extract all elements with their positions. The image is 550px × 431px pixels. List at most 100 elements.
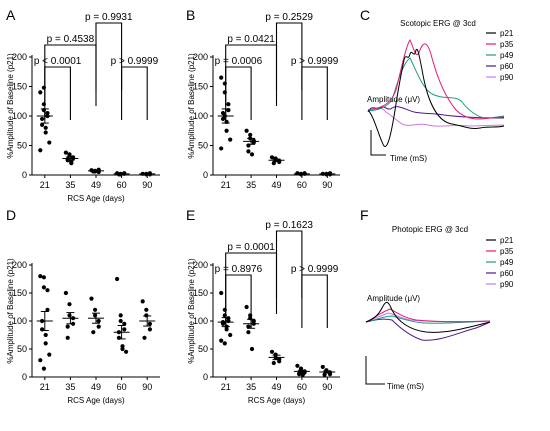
data-point: [140, 299, 145, 304]
legend-label: p21: [500, 236, 514, 245]
y-tick-label: 200: [193, 260, 208, 270]
p-value-label: p < 0.0001: [34, 56, 82, 67]
series-group: [62, 290, 79, 340]
erg-scale-bar: [365, 356, 385, 385]
scatter-plots: 0 50 100 150 200 21 35 49 60 90 RCS Age (days) %Amp…: [6, 12, 340, 405]
x-tick-label: 49: [271, 180, 281, 190]
y-tick-label: 0: [22, 170, 27, 180]
data-point: [320, 364, 325, 370]
data-point: [228, 332, 233, 338]
data-point: [41, 275, 47, 280]
x-tick-label: 35: [246, 382, 256, 392]
legend-scotopic: p21 p35 p49 p60 p90: [486, 29, 514, 82]
erg-xlabel: Time (mS): [387, 382, 424, 391]
bracket-line: [225, 66, 252, 120]
series-group: [36, 274, 53, 371]
data-point: [118, 313, 123, 318]
significance-bracket: p > 0.9999: [291, 264, 339, 328]
data-point: [222, 81, 227, 86]
data-point: [47, 352, 52, 357]
erg-trace-p49: [365, 315, 491, 324]
series-group: [139, 299, 156, 340]
data-point: [224, 128, 229, 133]
data-point: [226, 102, 231, 107]
scatter-chart-a: 0 50 100 150 200 21 35 49 60 90 RCS Age (days) %Amp…: [6, 12, 160, 203]
data-point: [65, 324, 70, 329]
data-point: [93, 313, 98, 318]
data-point: [41, 366, 47, 371]
bracket-line: [301, 66, 328, 120]
x-tick-label: 35: [65, 382, 75, 392]
data-point: [219, 338, 224, 343]
significance-bracket: p > 0.9999: [291, 56, 339, 120]
data-point: [41, 102, 47, 107]
erg-trace-p49: [367, 57, 505, 119]
erg-panel-scotopic: Scotopic ERG @ 3cd Amplitude (μV) Time (…: [367, 19, 514, 163]
legend-label: p49: [500, 258, 514, 267]
significance-bracket: p = 0.8976: [215, 264, 263, 328]
erg-ylabel: Amplitude (μV): [367, 294, 420, 303]
data-point: [300, 372, 305, 377]
data-point: [271, 360, 276, 366]
x-tick-label: 60: [117, 180, 127, 190]
data-point: [220, 321, 226, 326]
significance-bracket: p < 0.0001: [34, 56, 82, 120]
data-point: [43, 125, 48, 130]
data-point: [249, 346, 255, 352]
p-value-label: p = 0.4538: [47, 34, 95, 45]
y-axis-label: %Amplitude of Baseline (p21): [187, 53, 196, 159]
x-axis-label: RCS Age (days): [67, 194, 125, 203]
data-point: [228, 137, 233, 142]
y-tick-label: 50: [198, 344, 208, 354]
y-tick-label: 100: [12, 316, 27, 326]
data-point: [249, 152, 255, 157]
erg-title: Scotopic ERG @ 3cd: [400, 19, 476, 28]
data-point: [246, 330, 251, 335]
data-point: [40, 122, 45, 127]
y-axis-label: %Amplitude of Baseline (p21): [6, 53, 15, 159]
series-group: [88, 296, 104, 335]
x-tick-label: 90: [142, 180, 152, 190]
data-point: [246, 149, 251, 154]
erg-trace-p35: [367, 39, 505, 120]
x-tick-label: 21: [221, 180, 231, 190]
bracket-line: [301, 274, 328, 328]
scatter-chart-e: 0 50 100 150 200 21 35 49 60 90 RCS Age (days) %Amp…: [187, 220, 340, 405]
p-value-label: p = 0.2529: [265, 12, 313, 23]
p-value-label: p = 0.1623: [265, 220, 313, 231]
data-point: [269, 349, 275, 354]
data-point: [45, 307, 50, 312]
legend-label: p35: [500, 247, 514, 256]
series-group: [268, 155, 285, 166]
data-point: [69, 161, 74, 166]
data-point: [248, 132, 253, 137]
data-point: [43, 341, 48, 346]
significance-bracket: p = 0.2529: [265, 12, 313, 90]
significance-bracket: p = 0.1623: [265, 220, 313, 298]
data-point: [122, 321, 127, 326]
x-tick-label: 49: [91, 180, 101, 190]
legend-photopic: p21 p35 p49 p60 p90: [486, 236, 514, 289]
x-tick-label: 21: [40, 180, 50, 190]
series-group: [88, 167, 104, 175]
data-point: [40, 116, 45, 122]
data-point: [89, 296, 94, 301]
data-point: [47, 140, 52, 145]
data-point: [65, 335, 70, 340]
data-point: [38, 358, 43, 363]
series-group: [113, 276, 130, 354]
p-value-label: p > 0.9999: [291, 56, 339, 67]
data-point: [45, 288, 50, 293]
series-group: [319, 171, 336, 177]
y-tick-label: 100: [193, 111, 208, 121]
panel-letter-f: F: [360, 207, 369, 223]
data-point: [295, 363, 300, 368]
x-tick-label: 49: [271, 382, 281, 392]
data-point: [122, 327, 127, 332]
series-group: [268, 349, 285, 366]
legend-label: p90: [500, 280, 514, 289]
p-value-label: p = 0.0006: [215, 56, 263, 67]
data-point: [219, 75, 224, 80]
data-point: [144, 313, 149, 318]
series-group: [139, 171, 156, 177]
